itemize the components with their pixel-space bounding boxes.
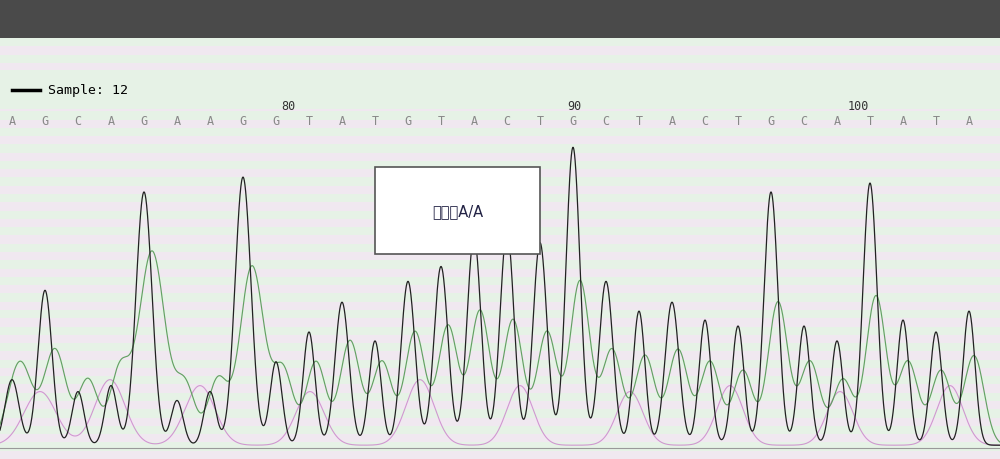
Text: T: T — [371, 115, 379, 128]
Text: C: C — [74, 115, 82, 128]
Bar — [0, 426, 1000, 434]
Bar — [0, 129, 1000, 137]
Text: T: T — [635, 115, 643, 128]
Text: A: A — [107, 115, 115, 128]
Bar — [0, 170, 1000, 178]
Bar — [0, 302, 1000, 310]
Bar — [0, 252, 1000, 261]
Bar — [0, 72, 1000, 80]
Bar — [0, 418, 1000, 426]
FancyBboxPatch shape — [375, 168, 540, 255]
Text: A: A — [833, 115, 841, 128]
Bar — [0, 186, 1000, 195]
Text: A: A — [899, 115, 907, 128]
Bar — [0, 195, 1000, 203]
Bar — [0, 236, 1000, 244]
Bar — [0, 38, 1000, 46]
Text: A: A — [965, 115, 973, 128]
Text: T: T — [866, 115, 874, 128]
Bar — [0, 409, 1000, 418]
Bar — [0, 261, 1000, 269]
Text: C: C — [503, 115, 511, 128]
Text: A: A — [668, 115, 676, 128]
Bar — [0, 376, 1000, 385]
Bar — [0, 46, 1000, 54]
Bar — [0, 211, 1000, 219]
Text: G: G — [272, 115, 280, 128]
Text: A: A — [338, 115, 346, 128]
Bar — [0, 39, 1000, 47]
Bar — [0, 56, 1000, 64]
Bar — [0, 219, 1000, 228]
Text: C: C — [701, 115, 709, 128]
Bar — [0, 385, 1000, 393]
Bar — [0, 29, 1000, 38]
Bar — [0, 112, 1000, 120]
Bar — [0, 47, 1000, 56]
Bar — [0, 442, 1000, 451]
Text: G: G — [767, 115, 775, 128]
Bar — [0, 153, 1000, 162]
Bar — [0, 310, 1000, 319]
Text: T: T — [932, 115, 940, 128]
Bar — [0, 335, 1000, 343]
Bar — [0, 137, 1000, 145]
Text: T: T — [437, 115, 445, 128]
Text: A: A — [8, 115, 16, 128]
Text: 80: 80 — [281, 100, 296, 112]
Bar — [0, 352, 1000, 360]
Bar — [0, 54, 1000, 62]
Text: 纯合子A/A: 纯合子A/A — [432, 204, 483, 218]
Text: T: T — [305, 115, 313, 128]
Text: T: T — [734, 115, 742, 128]
Bar — [0, 5, 1000, 13]
Text: C: C — [602, 115, 610, 128]
Text: C: C — [800, 115, 808, 128]
Bar — [0, 393, 1000, 401]
Text: 90: 90 — [567, 100, 581, 112]
Bar — [0, 64, 1000, 72]
Text: T: T — [536, 115, 544, 128]
Text: A: A — [206, 115, 214, 128]
Bar — [0, 327, 1000, 335]
Bar — [0, 277, 1000, 285]
Bar — [0, 62, 1000, 71]
Bar — [0, 401, 1000, 409]
Bar — [0, 71, 1000, 79]
Bar — [0, 95, 1000, 104]
Bar — [0, 104, 1000, 112]
Text: G: G — [569, 115, 577, 128]
Bar — [0, 294, 1000, 302]
Bar — [0, 120, 1000, 129]
Text: G: G — [41, 115, 49, 128]
Bar — [0, 343, 1000, 352]
Text: G: G — [239, 115, 247, 128]
Bar — [0, 203, 1000, 211]
Bar — [0, 319, 1000, 327]
Bar — [0, 269, 1000, 277]
Text: A: A — [470, 115, 478, 128]
Text: G: G — [140, 115, 148, 128]
Bar — [0, 0, 1000, 5]
Bar — [0, 368, 1000, 376]
Bar — [0, 145, 1000, 153]
Text: Sample: 12: Sample: 12 — [48, 84, 128, 97]
Text: G: G — [404, 115, 412, 128]
Bar — [0, 21, 1000, 29]
Bar — [0, 178, 1000, 186]
Text: 100: 100 — [848, 100, 869, 112]
Bar — [0, 228, 1000, 236]
Bar — [0, 434, 1000, 442]
Bar — [0, 285, 1000, 294]
Bar — [0, 162, 1000, 170]
Bar — [0, 87, 1000, 95]
Bar — [0, 13, 1000, 21]
Bar — [0, 360, 1000, 368]
Text: A: A — [173, 115, 181, 128]
Bar — [0, 451, 1000, 459]
Bar — [0, 244, 1000, 252]
Bar — [0, 79, 1000, 87]
Bar — [0, 0, 1000, 39]
Bar — [0, 71, 1000, 110]
